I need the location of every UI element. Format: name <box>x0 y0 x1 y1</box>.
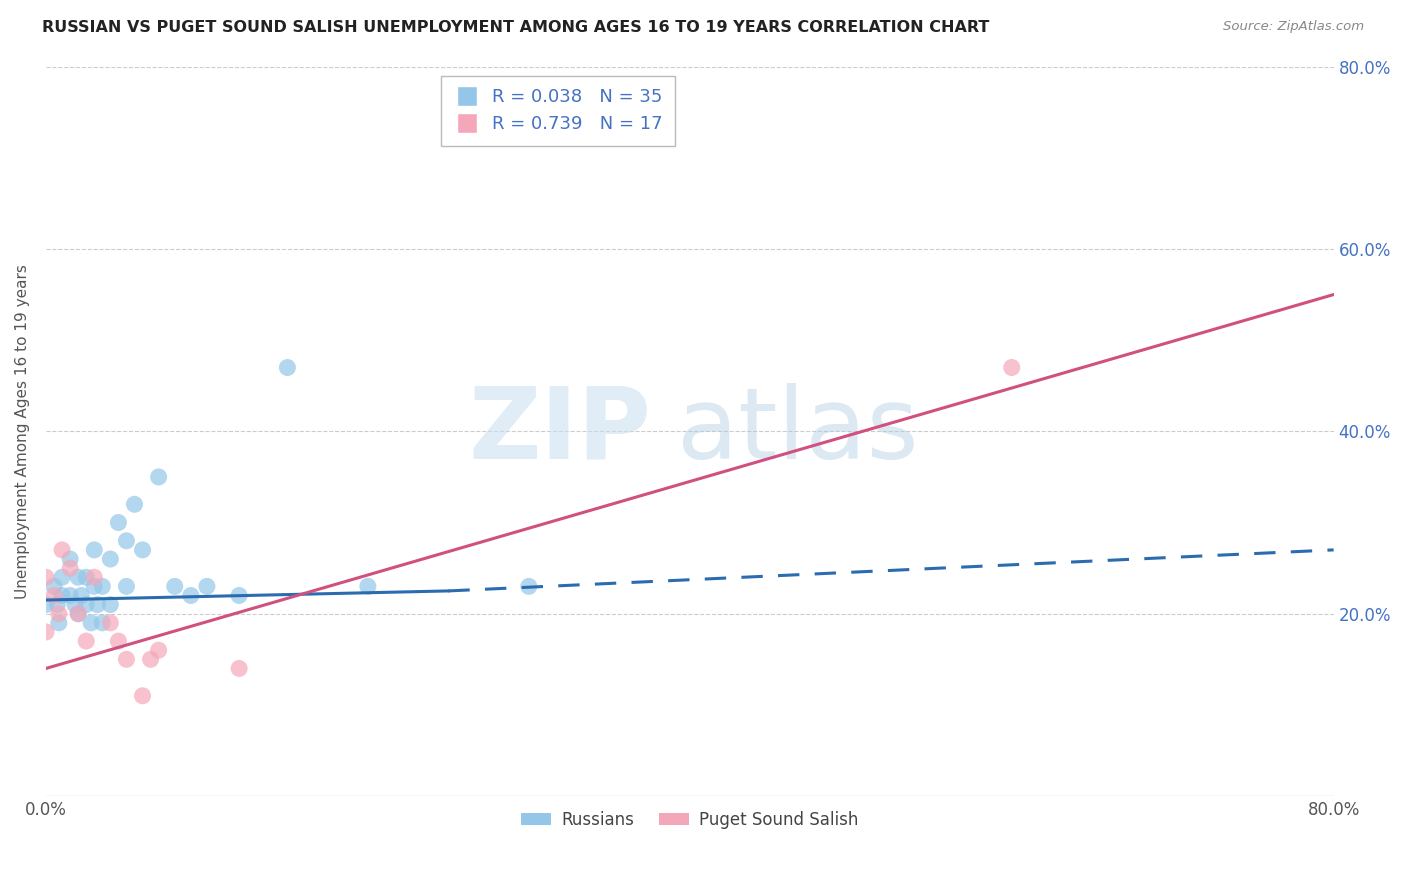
Point <box>59 561 82 575</box>
Point <box>51 570 73 584</box>
Point <box>59 552 82 566</box>
Point <box>51 589 73 603</box>
Point <box>63 598 86 612</box>
Point <box>1001 360 1024 375</box>
Point <box>131 542 153 557</box>
Point <box>75 570 97 584</box>
Point <box>228 589 250 603</box>
Point <box>98 598 121 612</box>
Point <box>70 589 93 603</box>
Point <box>115 652 138 666</box>
Point <box>35 624 58 639</box>
Point <box>91 615 114 630</box>
Point <box>35 570 58 584</box>
Point <box>59 589 82 603</box>
Text: ZIP: ZIP <box>468 383 651 480</box>
Point <box>35 598 58 612</box>
Point <box>86 598 108 612</box>
Point <box>83 542 105 557</box>
Point <box>195 579 218 593</box>
Point <box>107 516 129 530</box>
Point <box>517 579 540 593</box>
Point <box>67 607 90 621</box>
Point <box>228 661 250 675</box>
Point <box>75 634 97 648</box>
Point <box>75 598 97 612</box>
Point <box>42 589 65 603</box>
Point <box>276 360 298 375</box>
Text: atlas: atlas <box>676 383 918 480</box>
Text: RUSSIAN VS PUGET SOUND SALISH UNEMPLOYMENT AMONG AGES 16 TO 19 YEARS CORRELATION: RUSSIAN VS PUGET SOUND SALISH UNEMPLOYME… <box>42 20 990 35</box>
Y-axis label: Unemployment Among Ages 16 to 19 years: Unemployment Among Ages 16 to 19 years <box>15 264 30 599</box>
Point <box>83 579 105 593</box>
Point <box>46 598 69 612</box>
Point <box>115 579 138 593</box>
Point <box>357 579 380 593</box>
Point <box>42 579 65 593</box>
Point <box>67 570 90 584</box>
Point <box>91 579 114 593</box>
Point <box>80 615 103 630</box>
Point <box>48 607 70 621</box>
Point <box>98 552 121 566</box>
Point <box>124 497 146 511</box>
Point <box>148 470 170 484</box>
Text: Source: ZipAtlas.com: Source: ZipAtlas.com <box>1223 20 1364 33</box>
Point <box>107 634 129 648</box>
Point <box>180 589 202 603</box>
Point <box>131 689 153 703</box>
Point <box>163 579 186 593</box>
Point <box>148 643 170 657</box>
Legend: Russians, Puget Sound Salish: Russians, Puget Sound Salish <box>515 804 865 835</box>
Point <box>51 542 73 557</box>
Point <box>48 615 70 630</box>
Point <box>98 615 121 630</box>
Point <box>83 570 105 584</box>
Point <box>115 533 138 548</box>
Point <box>67 607 90 621</box>
Point <box>139 652 162 666</box>
